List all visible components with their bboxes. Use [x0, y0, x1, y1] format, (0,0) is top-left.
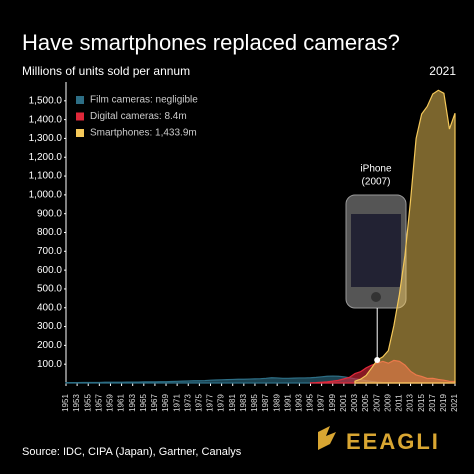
legend-swatch	[76, 129, 84, 137]
x-tick-label: 1951	[61, 394, 70, 412]
y-tick-label: 1,500.0	[29, 95, 63, 106]
legend-label: Film cameras: negligible	[90, 95, 198, 106]
x-tick-label: 1995	[306, 394, 315, 412]
y-tick-label: 800.0	[37, 227, 62, 238]
x-tick-label: 1983	[239, 394, 248, 412]
x-tick-label: 1957	[94, 394, 103, 412]
logo: EEAGLI	[346, 429, 440, 454]
year-label: 2021	[429, 64, 456, 78]
legend-label: Digital cameras: 8.4m	[90, 111, 187, 122]
x-tick-label: 2011	[395, 394, 404, 412]
x-tick-label: 1971	[172, 394, 181, 412]
x-tick-label: 1969	[161, 394, 170, 412]
x-tick-label: 1953	[72, 394, 81, 412]
x-tick-label: 2003	[350, 394, 359, 412]
y-tick-label: 600.0	[37, 265, 62, 276]
x-tick-label: 2021	[450, 394, 459, 412]
x-tick-label: 1979	[217, 394, 226, 412]
area	[354, 89, 456, 384]
x-tick-label: 2001	[339, 394, 348, 412]
x-tick-label: 2015	[417, 394, 426, 412]
y-tick-label: 900.0	[37, 208, 62, 219]
chart-title: Have smartphones replaced cameras?	[22, 30, 400, 55]
x-tick-label: 2017	[428, 394, 437, 412]
x-tick-label: 1975	[194, 394, 203, 412]
chart-subtitle: Millions of units sold per annum	[22, 64, 190, 78]
y-tick-label: 700.0	[37, 246, 62, 257]
source: Source: IDC, CIPA (Japan), Gartner, Cana…	[22, 446, 242, 458]
y-tick-label: 1,200.0	[29, 152, 63, 163]
x-tick-label: 2007	[372, 394, 381, 412]
x-tick-label: 2013	[406, 394, 415, 412]
logo-icon	[318, 426, 336, 450]
x-tick-label: 2019	[439, 394, 448, 412]
x-tick-label: 1967	[150, 394, 159, 412]
x-tick-label: 1981	[228, 394, 237, 412]
y-tick-label: 300.0	[37, 321, 62, 332]
x-tick-label: 1965	[139, 394, 148, 412]
y-tick-label: 1,000.0	[29, 190, 63, 201]
x-tick-label: 1973	[183, 394, 192, 412]
iphone-image	[345, 194, 407, 309]
legend-label: Smartphones: 1,433.9m	[90, 128, 197, 139]
annotation-point	[374, 357, 381, 364]
y-tick-label: 500.0	[37, 284, 62, 295]
x-tick-label: 1959	[106, 394, 115, 412]
legend-swatch	[76, 96, 84, 104]
x-tick-label: 1997	[317, 394, 326, 412]
x-tick-label: 1977	[206, 394, 215, 412]
x-tick-label: 1989	[272, 394, 281, 412]
y-tick-label: 1,100.0	[29, 171, 63, 182]
legend-swatch	[76, 112, 84, 121]
y-tick-label: 100.0	[37, 359, 62, 370]
y-tick-label: 200.0	[37, 340, 62, 351]
x-tick-label: 1985	[250, 394, 259, 412]
x-tick-label: 1961	[117, 394, 126, 412]
x-tick-label: 1999	[328, 394, 337, 412]
y-tick-label: 1,400.0	[29, 114, 63, 125]
annotation: (2007)	[362, 177, 391, 188]
x-tick-label: 1955	[83, 394, 92, 412]
y-tick-label: 400.0	[37, 302, 62, 313]
x-tick-label: 1963	[128, 394, 137, 412]
annotation: iPhone	[360, 164, 392, 175]
x-tick-label: 2009	[383, 394, 392, 412]
x-tick-label: 1991	[283, 394, 292, 412]
x-tick-label: 1993	[295, 394, 304, 412]
x-tick-label: 1987	[261, 394, 270, 412]
x-tick-label: 2005	[361, 394, 370, 412]
y-tick-label: 1,300.0	[29, 133, 63, 144]
